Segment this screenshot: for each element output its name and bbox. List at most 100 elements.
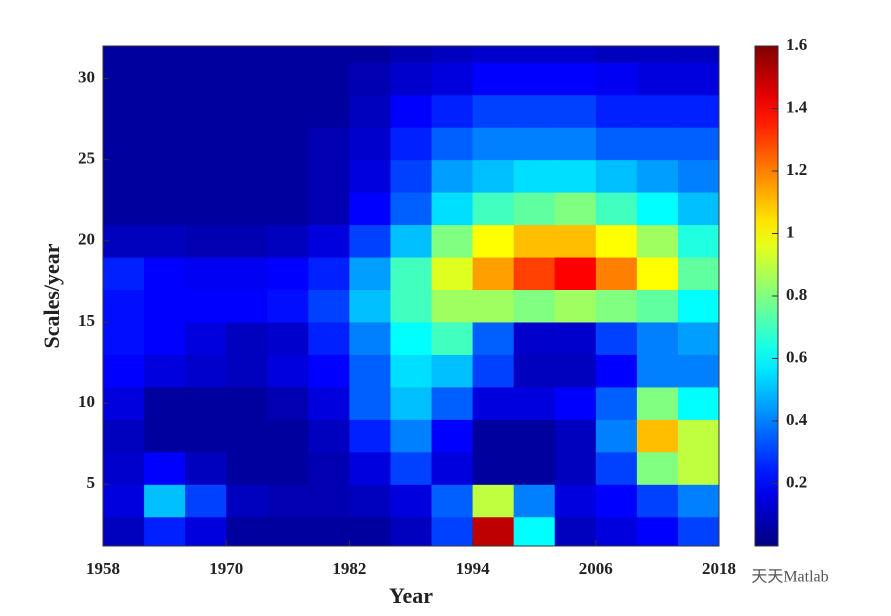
- contour-cell: [513, 289, 556, 323]
- contour-cell: [185, 451, 227, 485]
- plot-frame: [102, 45, 720, 547]
- colorbar-tick-label: 1.6: [786, 35, 807, 54]
- contour-cell: [308, 94, 350, 128]
- contour-cell: [267, 94, 309, 128]
- contour-cell: [226, 354, 268, 388]
- contour-cell: [636, 192, 679, 226]
- contour-cell: [267, 62, 309, 96]
- contour-cell: [431, 127, 474, 161]
- contour-cell: [226, 224, 268, 258]
- contour-cell: [267, 321, 309, 355]
- contour-cell: [144, 159, 186, 193]
- contour-cell: [431, 289, 474, 323]
- contour-cell: [390, 516, 433, 547]
- contour-cell: [636, 321, 679, 355]
- contour-cell: [267, 419, 309, 453]
- colorbar-tick-label: 0.2: [786, 472, 807, 491]
- contour-cell: [103, 516, 145, 547]
- contour-cell: [308, 321, 350, 355]
- x-tick-label: 1958: [86, 559, 120, 578]
- contour-cell: [226, 62, 268, 96]
- contour-cell: [144, 516, 186, 547]
- contour-cell: [144, 224, 186, 258]
- contour-cell: [595, 386, 638, 420]
- contour-cell: [554, 94, 597, 128]
- contour-cell: [267, 354, 309, 388]
- contour-cell: [431, 516, 474, 547]
- contour-cell: [308, 46, 350, 63]
- contour-cell: [185, 257, 227, 291]
- contour-cell: [513, 62, 556, 96]
- contour-cell: [349, 321, 391, 355]
- contour-cell: [513, 224, 556, 258]
- contour-cell: [636, 46, 679, 63]
- contour-cell: [103, 127, 145, 161]
- contour-cell: [677, 451, 720, 485]
- contour-cell: [103, 224, 145, 258]
- contour-cell: [185, 516, 227, 547]
- contour-cell: [595, 516, 638, 547]
- contour-cell: [431, 484, 474, 518]
- contour-cell: [595, 257, 638, 291]
- contour-cell: [308, 354, 350, 388]
- contour-cell: [349, 46, 391, 63]
- contour-cell: [472, 386, 515, 420]
- contour-cell: [636, 257, 679, 291]
- contour-cell: [144, 127, 186, 161]
- contour-cell: [144, 94, 186, 128]
- contour-cell: [472, 516, 515, 547]
- contour-cell: [554, 386, 597, 420]
- colorbar-tick-label: 0.6: [786, 347, 807, 366]
- contour-cell: [513, 94, 556, 128]
- contour-cell: [308, 127, 350, 161]
- contour-cell: [554, 419, 597, 453]
- contour-cell: [349, 516, 391, 547]
- contour-cell: [349, 94, 391, 128]
- contour-cell: [349, 386, 391, 420]
- contour-cell: [226, 516, 268, 547]
- contour-cell: [390, 484, 433, 518]
- contour-cell: [472, 354, 515, 388]
- contour-cell: [390, 321, 433, 355]
- contour-cell: [390, 289, 433, 323]
- contour-cell: [308, 419, 350, 453]
- contour-cell: [595, 451, 638, 485]
- contour-cell: [267, 289, 309, 323]
- contour-cell: [185, 354, 227, 388]
- contour-cell: [103, 321, 145, 355]
- contour-cell: [472, 192, 515, 226]
- contour-cell: [349, 419, 391, 453]
- contour-cell: [677, 159, 720, 193]
- contour-cell: [595, 321, 638, 355]
- x-tick-label: 1994: [456, 559, 491, 578]
- contour-cell: [308, 289, 350, 323]
- contour-cell: [349, 484, 391, 518]
- contour-cell: [677, 386, 720, 420]
- contour-cell: [554, 354, 597, 388]
- contour-cell: [431, 451, 474, 485]
- contour-cell: [677, 62, 720, 96]
- x-tick-label: 2018: [702, 559, 736, 578]
- contour-cell: [390, 62, 433, 96]
- contour-cell: [103, 484, 145, 518]
- contour-cell: [226, 484, 268, 518]
- contour-cell: [226, 159, 268, 193]
- contour-cell: [103, 62, 145, 96]
- contour-cell: [472, 484, 515, 518]
- contour-cell: [554, 62, 597, 96]
- contour-cell: [431, 46, 474, 63]
- contour-cell: [513, 192, 556, 226]
- contour-cell: [636, 224, 679, 258]
- contour-cell: [677, 321, 720, 355]
- contour-cell: [472, 321, 515, 355]
- contour-cell: [185, 94, 227, 128]
- contour-cell: [636, 516, 679, 547]
- contour-cell: [554, 321, 597, 355]
- contour-cell: [308, 451, 350, 485]
- contour-cell: [185, 224, 227, 258]
- contour-cell: [513, 516, 556, 547]
- contour-cell: [472, 94, 515, 128]
- contour-cell: [472, 127, 515, 161]
- contour-cell: [554, 127, 597, 161]
